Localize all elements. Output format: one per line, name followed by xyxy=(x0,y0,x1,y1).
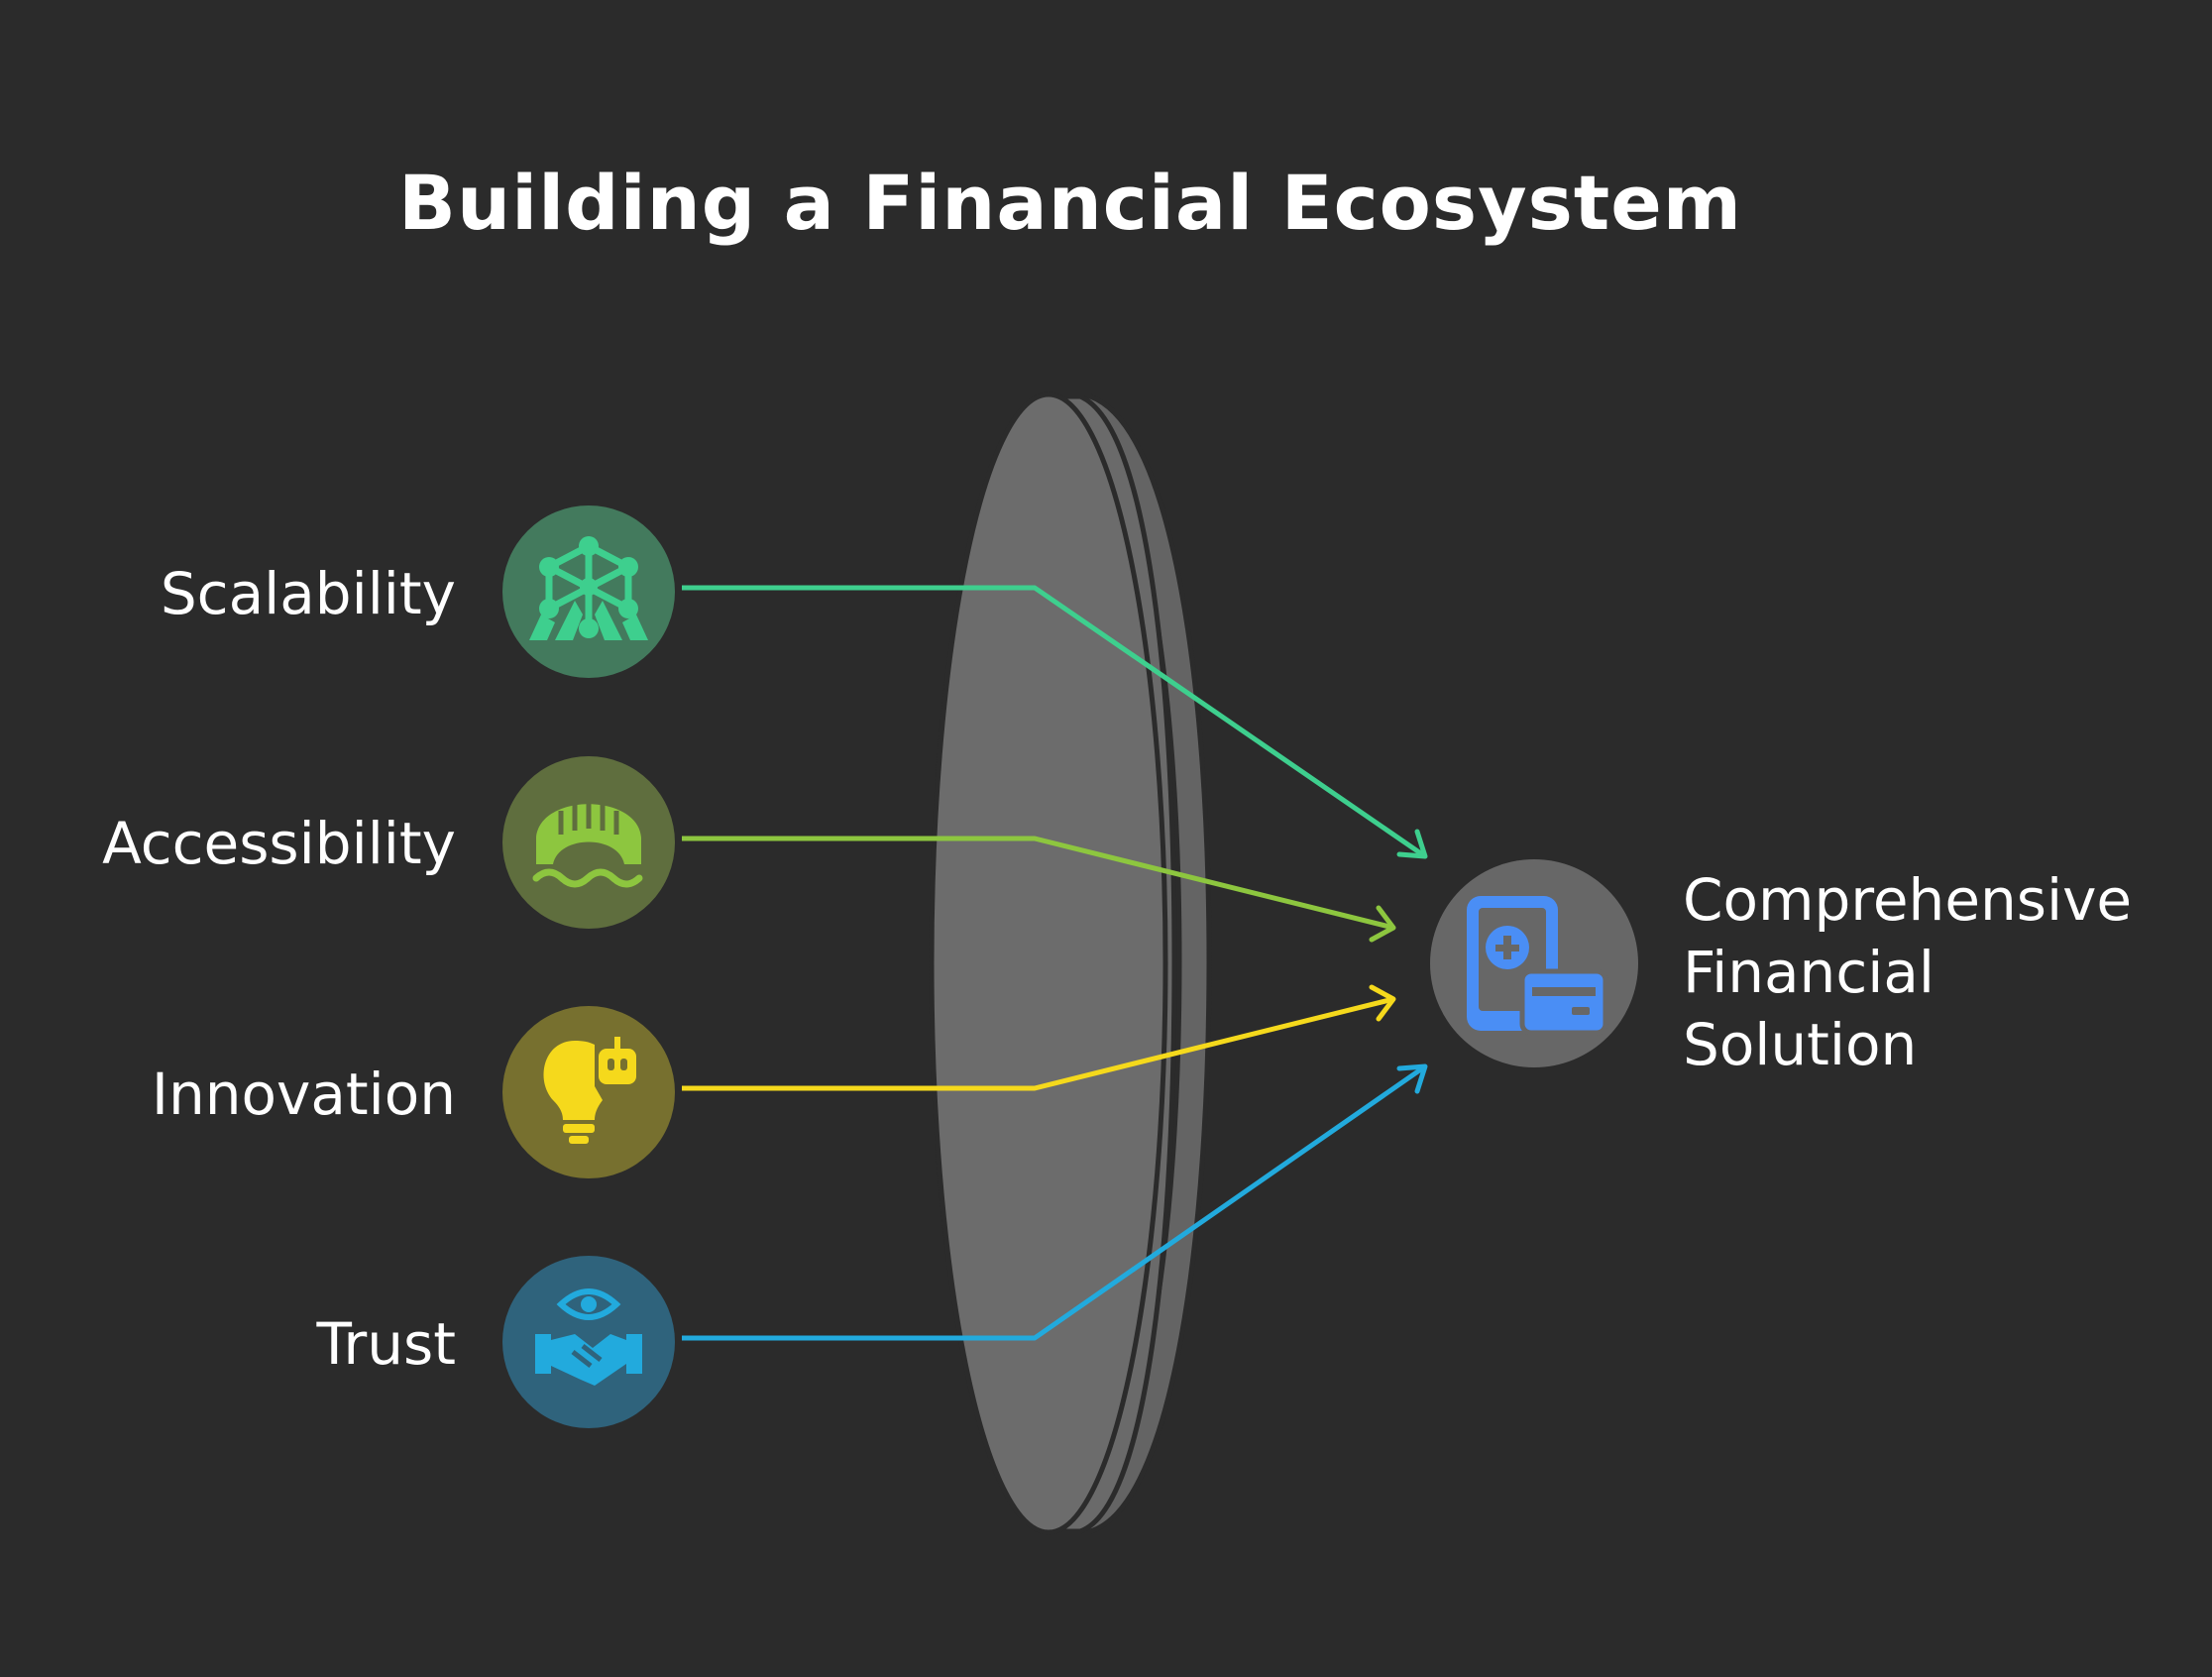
innovation-node xyxy=(502,1006,675,1178)
handshake-eye-icon xyxy=(535,1288,642,1386)
label-scalability: Scalability xyxy=(160,560,456,627)
output-label: Comprehensive Financial Solution xyxy=(1683,864,2132,1081)
output-label-line-3: Solution xyxy=(1683,1011,1918,1078)
ferris-wheel-icon xyxy=(529,536,648,640)
label-accessibility: Accessibility xyxy=(102,810,456,877)
connector-trust xyxy=(682,1063,1428,1341)
trust-node xyxy=(502,1256,675,1428)
diagram-title: Building a Financial Ecosystem xyxy=(398,159,1742,247)
bridge-icon xyxy=(532,802,643,888)
label-innovation: Innovation xyxy=(151,1061,456,1128)
output-label-line-2: Financial xyxy=(1683,939,1935,1006)
output-label-line-1: Comprehensive xyxy=(1683,866,2133,934)
connector-accessibility xyxy=(682,836,1396,943)
connector-scalability xyxy=(682,585,1428,859)
lightbulb-robot-icon xyxy=(543,1037,636,1144)
output-node xyxy=(1430,859,1638,1067)
mobile-card-icon xyxy=(1467,896,1608,1036)
label-trust: Trust xyxy=(316,1310,456,1378)
scalability-node xyxy=(502,505,675,678)
accessibility-node xyxy=(502,756,675,929)
lens-shape xyxy=(929,391,1212,1535)
connector-innovation xyxy=(682,984,1396,1091)
